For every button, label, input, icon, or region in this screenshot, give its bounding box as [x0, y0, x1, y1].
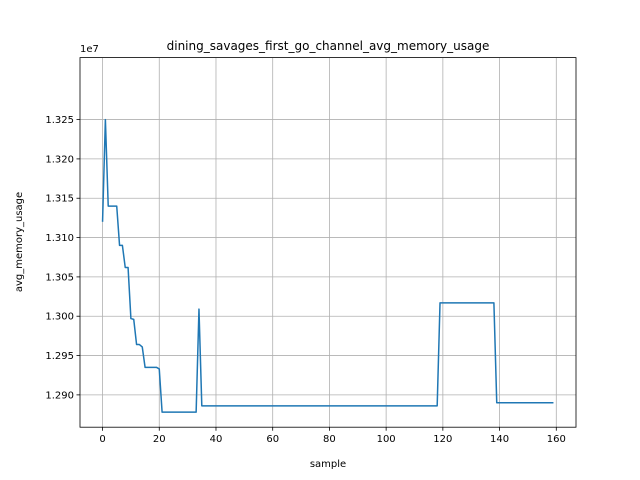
- y-axis: 1.290 1.295 1.300 1.305 1.310 1.315 1.320 1.325: [45, 115, 80, 401]
- y-tick-label: 1.290: [45, 390, 74, 401]
- x-tick-label: 0: [99, 434, 105, 445]
- x-tick-label: 60: [266, 434, 279, 445]
- grid-lines: [80, 57, 576, 428]
- x-tick-label: 40: [210, 434, 223, 445]
- y-tick-label: 1.315: [45, 194, 74, 205]
- x-tick-label: 120: [433, 434, 452, 445]
- y-axis-label: avg_memory_usage: [14, 192, 25, 292]
- y-tick-label: 1.320: [45, 154, 74, 165]
- y-tick-label: 1.300: [45, 312, 74, 323]
- y-axis-offset-label: 1e7: [80, 44, 99, 55]
- series-layer: [101, 118, 554, 413]
- x-axis: 0 20 40 60 80 100 120 140 160: [99, 427, 566, 445]
- x-tick-label: 140: [490, 434, 509, 445]
- y-tick-label: 1.310: [45, 233, 74, 244]
- series-line: [101, 118, 554, 413]
- x-tick-label: 20: [153, 434, 166, 445]
- x-tick-label: 100: [377, 434, 396, 445]
- chart-title: dining_savages_first_go_channel_avg_memo…: [167, 39, 490, 53]
- x-axis-label: sample: [310, 459, 346, 470]
- y-tick-label: 1.295: [45, 351, 74, 362]
- x-tick-label: 160: [547, 434, 566, 445]
- y-tick-label: 1.305: [45, 272, 74, 283]
- plot-frame: [79, 57, 577, 428]
- y-tick-label: 1.325: [45, 115, 74, 126]
- x-tick-label: 80: [323, 434, 336, 445]
